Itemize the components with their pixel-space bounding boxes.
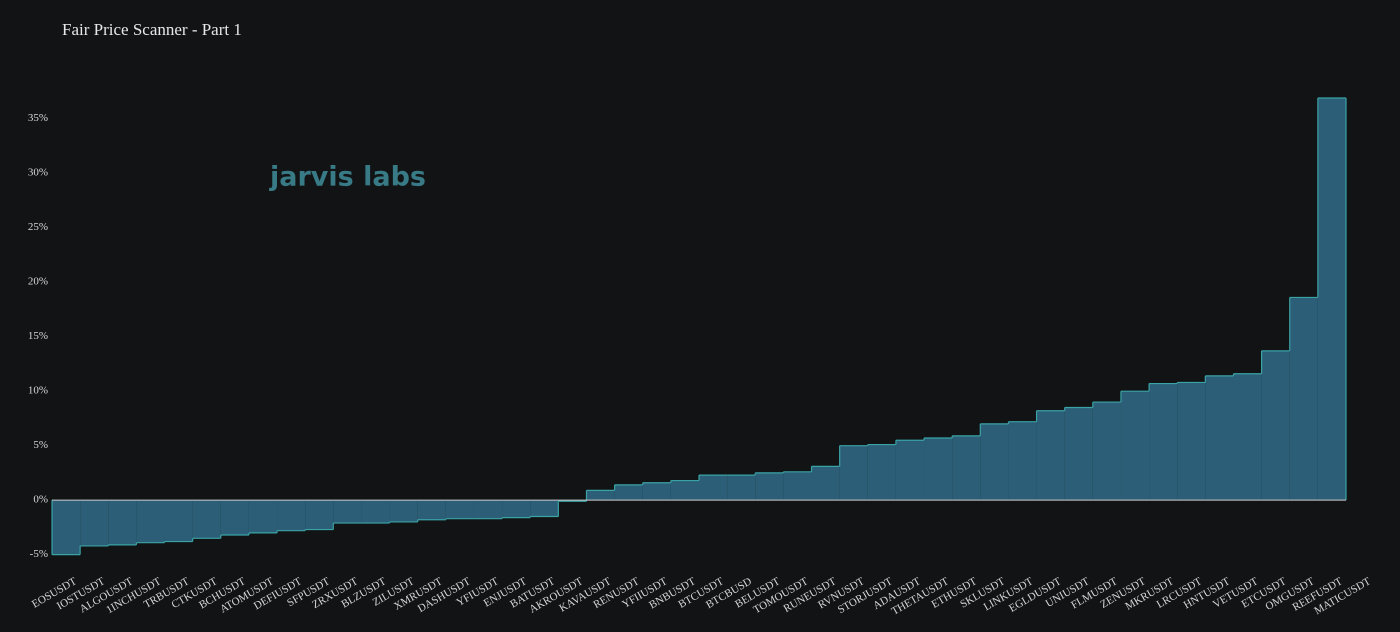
y-tick-label: 20% xyxy=(28,276,48,288)
step-fill xyxy=(895,440,925,501)
step-fill xyxy=(839,445,868,501)
y-tick-label: 35% xyxy=(28,112,48,124)
step-fill xyxy=(333,500,362,524)
step-fill xyxy=(811,466,840,501)
step-fill xyxy=(108,500,137,545)
y-tick-label: 5% xyxy=(33,439,48,451)
step-fill xyxy=(699,475,728,501)
step-fill xyxy=(1177,382,1206,501)
step-fill xyxy=(980,423,1009,501)
step-fill xyxy=(1064,407,1093,501)
chart-title: Fair Price Scanner - Part 1 xyxy=(62,20,242,39)
y-tick-label: 15% xyxy=(28,330,48,342)
step-fill xyxy=(614,484,643,501)
logo: jarvis labs xyxy=(269,162,426,193)
step-fill xyxy=(80,500,109,546)
step-fill xyxy=(305,500,334,530)
y-tick-label: 10% xyxy=(28,385,48,397)
step-fill xyxy=(192,500,221,539)
step-fill xyxy=(952,435,981,501)
step-fill xyxy=(136,500,165,543)
step-fill xyxy=(1261,350,1290,501)
step-fill xyxy=(867,444,896,501)
step-fill xyxy=(755,472,784,501)
step-fill xyxy=(530,500,559,517)
step-fill xyxy=(52,500,81,555)
y-tick-label: 30% xyxy=(28,167,48,179)
step-fill xyxy=(248,500,278,533)
step-fill xyxy=(783,471,812,501)
y-tick-label: 0% xyxy=(33,494,48,506)
step-fill xyxy=(1289,297,1318,501)
step-fill xyxy=(1233,373,1262,501)
y-tick-label: -5% xyxy=(30,548,48,560)
step-fill xyxy=(1092,402,1121,501)
step-fill xyxy=(502,500,531,518)
step-fill xyxy=(1120,391,1150,501)
step-fill xyxy=(1008,421,1037,501)
step-fill xyxy=(220,500,249,536)
step-fill xyxy=(361,500,390,524)
step-fill xyxy=(670,480,699,501)
step-fill xyxy=(277,500,306,531)
step-fill xyxy=(727,475,756,501)
step-fill xyxy=(164,500,193,542)
step-fill xyxy=(1205,375,1234,501)
step-fill xyxy=(1149,383,1178,501)
step-fill xyxy=(1317,97,1346,501)
step-fill xyxy=(389,500,418,522)
step-fill xyxy=(417,500,446,520)
step-fill xyxy=(642,482,671,501)
step-fill xyxy=(586,490,615,501)
step-fill xyxy=(473,500,503,519)
y-tick-label: 25% xyxy=(28,221,48,233)
step-fill xyxy=(924,438,953,501)
step-fill xyxy=(1036,410,1065,501)
step-fill xyxy=(445,500,474,519)
